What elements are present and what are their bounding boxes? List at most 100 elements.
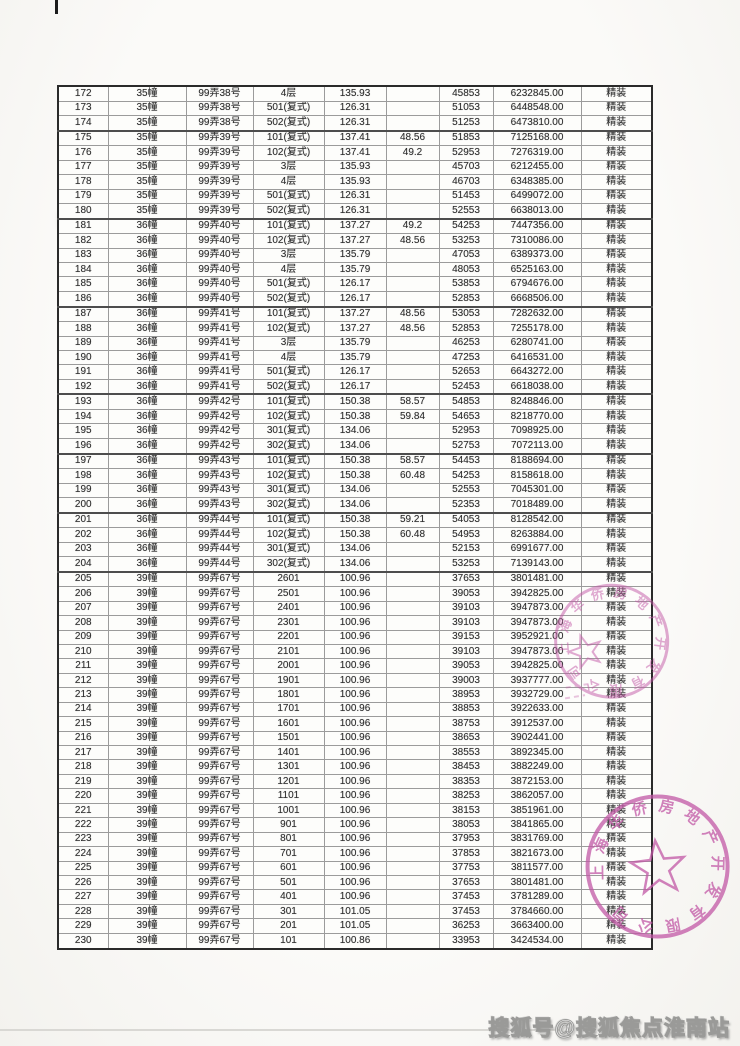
table-cell: 222 [57, 817, 109, 833]
table-cell: 38053 [438, 817, 494, 833]
table-row: 194 36幢 99弄42号 102(复式) 150.38 59.84 54653 82187… [57, 409, 653, 425]
table-cell: 48.56 [385, 305, 440, 323]
table-cell: 102(复式) [252, 527, 325, 543]
table-cell: 35幢 [107, 188, 187, 204]
table-cell: 126.17 [323, 364, 387, 380]
table-cell: 229 [57, 918, 109, 934]
table-cell: 181 [57, 217, 109, 235]
table-cell: 39幢 [107, 745, 187, 761]
table-cell: 190 [57, 349, 109, 366]
table-cell: 53253 [438, 233, 494, 249]
table-cell: 102(复式) [252, 468, 325, 484]
table-cell [385, 115, 440, 132]
table-cell [385, 903, 440, 920]
table-cell: 1201 [252, 773, 325, 790]
table-cell: 精装 [580, 217, 653, 235]
table-cell: 99弄67号 [185, 831, 254, 848]
table-cell: 51453 [438, 188, 494, 204]
table-cell: 59.21 [385, 511, 440, 529]
table-cell [385, 262, 440, 278]
table-cell: 99弄41号 [185, 321, 254, 337]
table-cell: 99弄39号 [185, 174, 254, 190]
table-cell: 135.79 [323, 247, 387, 264]
table-cell: 701 [252, 846, 325, 862]
table-cell: 36幢 [107, 276, 187, 292]
table-cell: 精装 [580, 188, 653, 204]
table-cell: 35幢 [107, 202, 187, 220]
table-cell: 6499072.00 [492, 188, 582, 204]
table-cell [385, 556, 440, 573]
table-cell: 精装 [580, 716, 653, 732]
table-cell [385, 496, 440, 514]
table-cell: 精装 [580, 918, 653, 934]
table-cell: 183 [57, 247, 109, 264]
table-cell: 501(复式) [252, 276, 325, 292]
table-cell: 101(复式) [252, 305, 325, 323]
table-cell: 99弄67号 [185, 846, 254, 862]
table-cell: 36幢 [107, 364, 187, 380]
table-cell: 100.96 [323, 831, 387, 848]
table-cell: 135.93 [323, 159, 387, 176]
table-cell: 53053 [438, 305, 494, 323]
table-cell: 227 [57, 889, 109, 905]
table-cell: 134.06 [323, 556, 387, 573]
table-cell: 126.31 [323, 188, 387, 204]
table-cell: 99弄67号 [185, 658, 254, 674]
table-cell: 101(复式) [252, 452, 325, 470]
table-cell [385, 846, 440, 862]
table-cell: 36幢 [107, 423, 187, 439]
table-cell: 39幢 [107, 802, 187, 819]
table-cell: 精装 [580, 903, 653, 920]
table-row: 230 39幢 99弄67号 101 100.86 33953 3424534.00 精装 [57, 932, 653, 950]
table-cell: 38753 [438, 716, 494, 732]
table-cell: 6280741.00 [492, 335, 582, 351]
table-cell: 58.57 [385, 393, 440, 411]
table-cell: 150.38 [323, 452, 387, 470]
table-cell: 精装 [580, 615, 653, 631]
table-cell: 100.96 [323, 860, 387, 876]
table-cell: 51853 [438, 129, 494, 147]
table-cell: 99弄43号 [185, 468, 254, 484]
table-cell: 203 [57, 541, 109, 558]
table-cell: 207 [57, 600, 109, 617]
table-row: 214 39幢 99弄67号 1701 100.96 38853 3922633.00 精装 [57, 701, 653, 718]
table-cell: 3821673.00 [492, 846, 582, 862]
table-cell: 501 [252, 874, 325, 891]
table-cell: 45703 [438, 159, 494, 176]
table-row: 185 36幢 99弄40号 501(复式) 126.17 53853 6794676.00… [57, 276, 653, 292]
table-cell: 1401 [252, 745, 325, 761]
table-cell: 6643272.00 [492, 364, 582, 380]
table-cell: 精装 [580, 276, 653, 292]
table-row: 218 39幢 99弄67号 1301 100.96 38453 3882249.00 精装 [57, 759, 653, 775]
table-cell: 135.79 [323, 335, 387, 351]
table-cell: 100.96 [323, 730, 387, 747]
table-cell [385, 716, 440, 732]
table-cell: 8128542.00 [492, 511, 582, 529]
table-cell [385, 202, 440, 220]
table-cell: 1701 [252, 701, 325, 718]
table-cell: 精装 [580, 378, 653, 395]
table-cell: 精装 [580, 233, 653, 249]
table-cell: 36幢 [107, 482, 187, 498]
table-cell: 39053 [438, 586, 494, 602]
table-row: 196 36幢 99弄42号 302(复式) 134.06 52753 7072113.00… [57, 437, 653, 455]
table-cell: 99弄42号 [185, 437, 254, 455]
table-cell: 215 [57, 716, 109, 732]
table-row: 229 39幢 99弄67号 201 101.05 36253 3663400.00 精装 [57, 918, 653, 934]
table-cell: 102(复式) [252, 409, 325, 425]
table-row: 197 36幢 99弄43号 101(复式) 150.38 58.57 54453 81886… [57, 452, 653, 470]
table-cell: 3801481.00 [492, 570, 582, 588]
table-cell: 精装 [580, 672, 653, 689]
table-cell: 134.06 [323, 482, 387, 498]
table-cell: 172 [57, 85, 109, 102]
table-cell: 3892345.00 [492, 745, 582, 761]
table-cell: 226 [57, 874, 109, 891]
table-cell: 3784660.00 [492, 903, 582, 920]
table-cell: 8248846.00 [492, 393, 582, 411]
table-cell: 101(复式) [252, 511, 325, 529]
table-cell: 101(复式) [252, 129, 325, 147]
table-cell: 54453 [438, 452, 494, 470]
table-cell: 100.96 [323, 759, 387, 775]
table-cell: 126.31 [323, 115, 387, 132]
table-cell: 3841865.00 [492, 817, 582, 833]
